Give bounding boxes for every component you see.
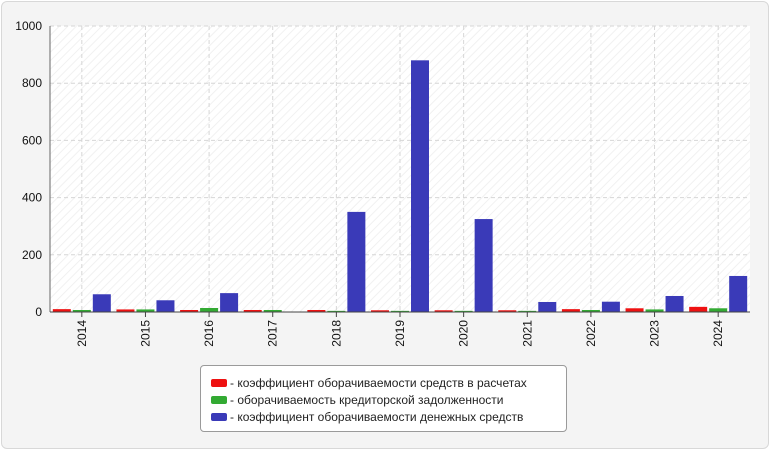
- y-tick-label: 400: [22, 191, 42, 205]
- legend-item: - коэффициент оборачиваемости денежных с…: [211, 408, 566, 425]
- bar: [625, 308, 644, 312]
- bar: [136, 309, 155, 312]
- y-tick-label: 0: [35, 305, 42, 319]
- bar: [665, 295, 684, 312]
- x-tick-label: 2024: [711, 320, 725, 347]
- x-tick-label: 2018: [329, 320, 343, 347]
- bar: [434, 310, 453, 312]
- bar: [307, 309, 326, 312]
- x-tick-label: 2019: [393, 320, 407, 347]
- bar: [220, 293, 239, 312]
- bar: [729, 275, 748, 312]
- bar: [243, 309, 262, 312]
- y-tick-label: 800: [22, 76, 42, 90]
- y-tick-label: 600: [22, 133, 42, 147]
- bar: [601, 301, 620, 312]
- x-tick-label: 2014: [75, 320, 89, 347]
- x-tick-label: 2016: [202, 320, 216, 347]
- bar: [72, 309, 91, 312]
- bar: [92, 294, 111, 312]
- bar: [498, 310, 517, 312]
- legend-swatch: [211, 378, 227, 387]
- chart-legend: - коэффициент оборачиваемости средств в …: [200, 365, 567, 432]
- legend-label: - коэффициент оборачиваемости денежных с…: [230, 409, 524, 424]
- bar: [327, 310, 346, 312]
- y-tick-label: 1000: [15, 19, 42, 33]
- legend-swatch: [211, 412, 227, 421]
- x-tick-label: 2022: [584, 320, 598, 347]
- bar: [561, 309, 580, 312]
- legend-item: - оборачиваемость кредиторской задолженн…: [211, 391, 566, 408]
- bar: [52, 309, 71, 312]
- bar: [411, 60, 429, 312]
- y-tick-label: 200: [22, 248, 42, 262]
- bar: [709, 308, 728, 312]
- bar: [454, 310, 473, 312]
- bar: [645, 309, 664, 312]
- legend-item: - коэффициент оборачиваемости средств в …: [211, 374, 566, 391]
- bar: [371, 310, 389, 312]
- bar: [180, 309, 199, 312]
- x-tick-label: 2023: [648, 320, 662, 347]
- bar: [581, 309, 600, 312]
- legend-swatch: [211, 395, 227, 404]
- bar: [518, 310, 537, 312]
- legend-label: - оборачиваемость кредиторской задолженн…: [230, 392, 504, 407]
- bar: [347, 211, 366, 312]
- x-tick-label: 2015: [138, 320, 152, 347]
- bar: [263, 309, 282, 312]
- x-tick-label: 2020: [457, 320, 471, 347]
- bar: [156, 300, 175, 312]
- bar: [538, 301, 557, 312]
- bar: [391, 310, 409, 312]
- legend-label: - коэффициент оборачиваемости средств в …: [230, 375, 527, 390]
- bar: [689, 306, 708, 312]
- x-tick-label: 2017: [266, 320, 280, 347]
- bar: [116, 309, 135, 312]
- bar: [474, 219, 493, 312]
- bar: [200, 307, 219, 312]
- x-tick-label: 2021: [520, 320, 534, 347]
